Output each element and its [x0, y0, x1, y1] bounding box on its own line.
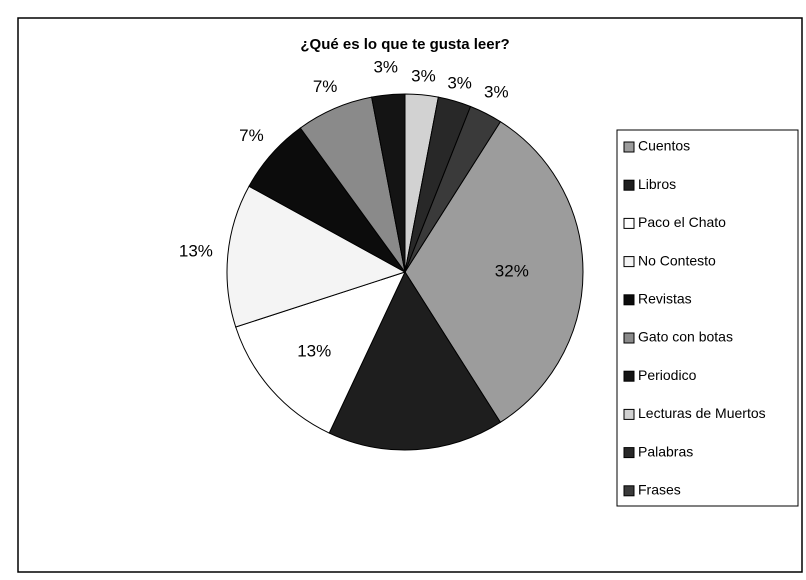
legend-label: Frases — [638, 482, 681, 498]
pie-slice — [404, 105, 502, 273]
data-label: 3% — [373, 58, 398, 77]
data-label: 13% — [179, 242, 213, 261]
data-label: 7% — [313, 77, 338, 96]
legend-swatch — [623, 256, 635, 268]
legend-swatch — [623, 332, 635, 344]
chart-title: ¿Qué es lo que te gusta leer? — [300, 36, 509, 53]
legend-box — [616, 129, 799, 507]
legend-label: Gato con botas — [638, 329, 733, 345]
pie-slice — [404, 121, 584, 423]
data-label: 3% — [484, 82, 509, 101]
legend-swatch — [623, 294, 635, 306]
pie-slice — [226, 185, 407, 328]
legend-label: Revistas — [638, 291, 692, 307]
data-label: 13% — [297, 342, 331, 361]
legend-swatch — [623, 408, 635, 420]
data-label: 32% — [495, 261, 529, 280]
legend-swatch — [623, 217, 635, 229]
legend-swatch — [623, 141, 635, 153]
pie-slice — [235, 271, 406, 434]
legend-label: Libros — [638, 176, 676, 192]
legend-label: Periodico — [638, 367, 697, 383]
legend-label: No Contesto — [638, 252, 716, 268]
legend-swatch — [623, 370, 635, 382]
legend-label: Cuentos — [638, 138, 690, 154]
legend-swatch — [623, 447, 635, 459]
data-label: 7% — [239, 126, 264, 145]
legend-label: Palabras — [638, 443, 693, 459]
legend-swatch — [623, 179, 635, 191]
legend-swatch — [623, 485, 635, 497]
legend-label: Paco el Chato — [638, 214, 726, 230]
data-label: 3% — [411, 67, 436, 86]
data-label: 3% — [447, 73, 472, 92]
legend-label: Lecturas de Muertos — [638, 405, 766, 421]
pie-slice — [328, 270, 502, 451]
